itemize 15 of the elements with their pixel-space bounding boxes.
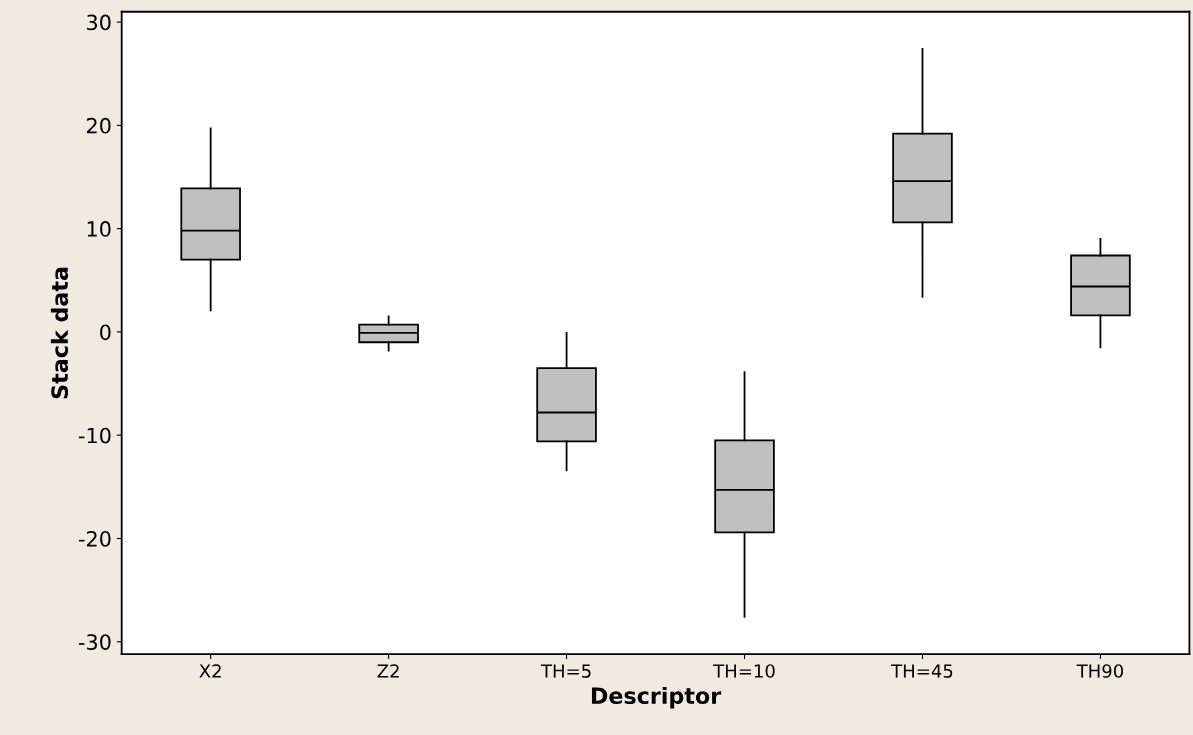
y-tick-label: 30 <box>87 14 111 31</box>
x-tick-label: TH=5 <box>540 664 591 678</box>
x-tick-label: Z2 <box>377 664 399 678</box>
x-axis-title: Descriptor <box>591 686 722 709</box>
y-tick-label: -30 <box>78 634 111 650</box>
x-tick-label: TH90 <box>1076 664 1124 678</box>
y-tick-label: 20 <box>86 117 111 134</box>
x-tick-label: TH=10 <box>713 664 775 678</box>
y-tick-label: -20 <box>78 530 111 547</box>
y-tick-label: 10 <box>87 221 111 237</box>
y-tick-label: -10 <box>78 427 111 444</box>
x-tick-label: TH=45 <box>891 664 953 678</box>
y-axis-title: Stack data <box>50 267 69 399</box>
y-tick-label: 0 <box>100 324 111 341</box>
x-tick-label: X2 <box>199 664 221 678</box>
